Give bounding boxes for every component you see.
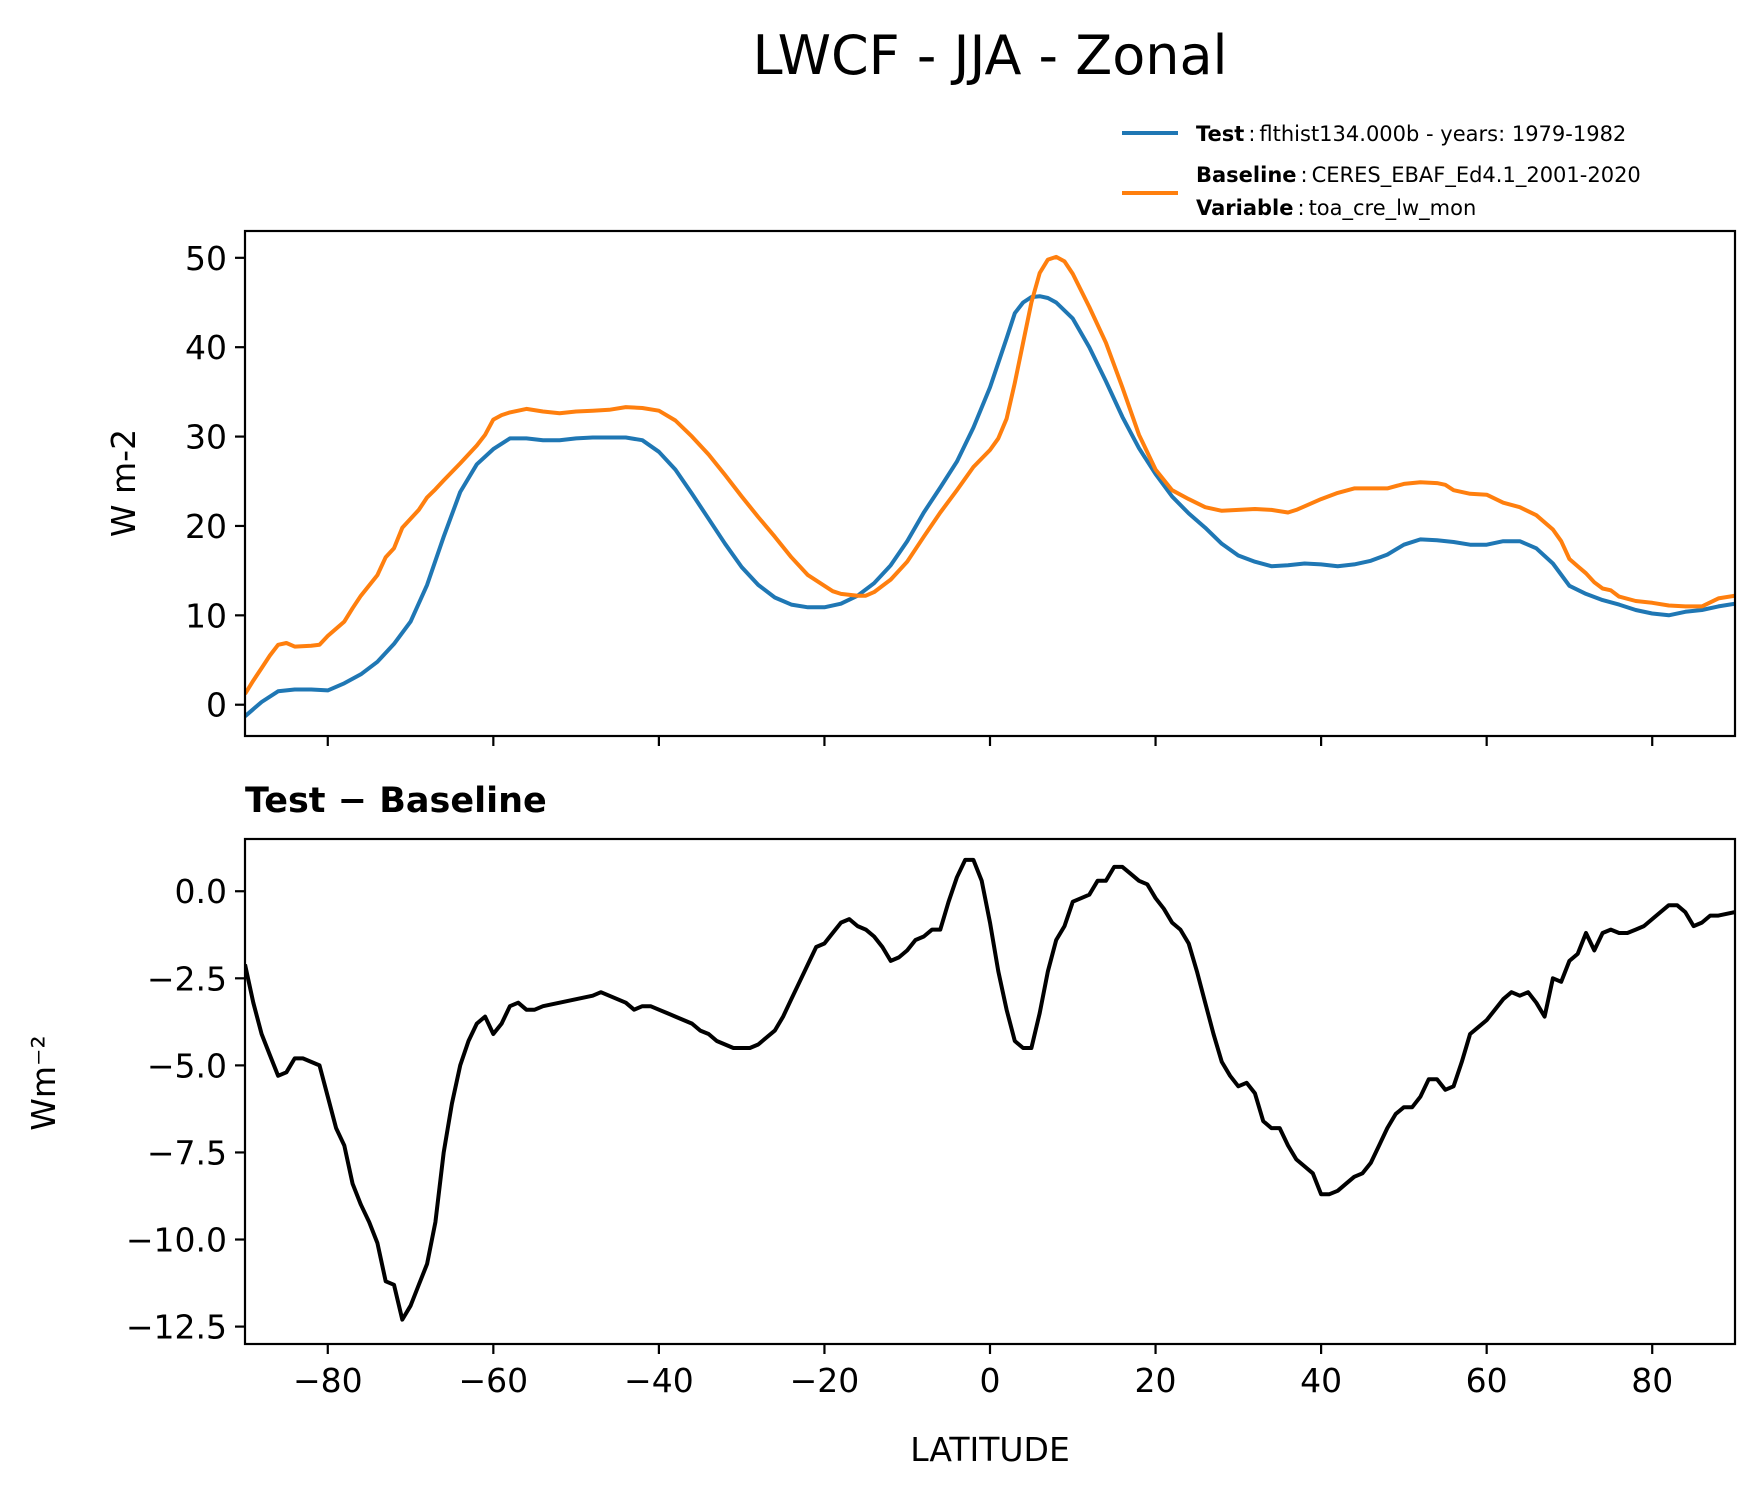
x-axis-label: LATITUDE [910, 1430, 1070, 1469]
bottom-y-tick-label: −7.5 [147, 1133, 227, 1172]
legend: Test: flthist134.000b - years: 1979-1982 … [1122, 122, 1641, 221]
legend-test-sep: : [1248, 122, 1255, 146]
bottom-x-tick-label: 40 [1300, 1361, 1342, 1400]
bottom-y-tick-label: 0.0 [175, 872, 227, 911]
bottom-y-tick-label: −12.5 [126, 1308, 227, 1347]
legend-baseline-text: CERES_EBAF_Ed4.1_2001-2020 [1312, 163, 1641, 188]
legend-variable-key: Variable [1196, 196, 1293, 220]
bottom-y-tick-label: −5.0 [147, 1046, 227, 1085]
bottom-x-tick-label: −60 [459, 1361, 529, 1400]
bottom-x-tick-label: 0 [980, 1361, 1001, 1400]
bottom-y-tick-label: −2.5 [147, 959, 227, 998]
bottom-series-line-difference [245, 857, 1735, 1322]
bottom-y-axis-label: Wm⁻² [24, 1035, 63, 1130]
legend-baseline-sep: : [1301, 163, 1308, 187]
bottom-x-tick-label: −80 [293, 1361, 363, 1400]
legend-variable-entry: Variable: toa_cre_lw_mon [1196, 196, 1476, 221]
top-series [245, 254, 1735, 718]
legend-test-key: Test [1196, 122, 1244, 146]
legend-baseline-entry: Baseline: CERES_EBAF_Ed4.1_2001-2020 [1196, 163, 1641, 188]
bottom-y-tick-label: −10.0 [126, 1221, 227, 1260]
bottom-panel-frame [243, 837, 1737, 1346]
top-y-tick-label: 20 [185, 507, 227, 546]
top-y-tick-label: 10 [185, 596, 227, 635]
top-y-tick-label: 50 [185, 239, 227, 278]
top-series-line-baseline [245, 254, 1735, 696]
bottom-x-tick-label: 80 [1631, 1361, 1673, 1400]
top-y-tick-label: 40 [185, 328, 227, 367]
top-series-line-test [245, 294, 1735, 718]
bottom-x-tick-label: 60 [1466, 1361, 1508, 1400]
bottom-x-tick-label: 20 [1135, 1361, 1177, 1400]
top-panel: 0 10 20 30 40 50 W m-2 [104, 229, 1737, 746]
bottom-x-tick-label: −40 [624, 1361, 694, 1400]
legend-test-text: flthist134.000b - years: 1979-1982 [1259, 122, 1626, 146]
top-ticks: 0 10 20 30 40 50 [185, 239, 1654, 746]
figure-title: LWCF - JJA - Zonal [752, 24, 1227, 87]
legend-variable-sep: : [1297, 196, 1304, 220]
bottom-panel: Test − Baseline −80 −60 −40 −20 0 20 40 60 80 0.0… [24, 781, 1737, 1469]
legend-variable-text: toa_cre_lw_mon [1309, 196, 1477, 221]
bottom-x-tick-label: −20 [790, 1361, 860, 1400]
top-y-tick-label: 0 [206, 686, 227, 725]
bottom-ticks: −80 −60 −40 −20 0 20 40 60 80 0.0 −2.5 −5.0 −7.5 −10.… [126, 872, 1673, 1400]
legend-test-entry: Test: flthist134.000b - years: 1979-1982 [1196, 122, 1626, 146]
top-panel-frame [243, 229, 1737, 738]
top-y-tick-label: 30 [185, 418, 227, 457]
bottom-panel-title: Test − Baseline [245, 781, 547, 821]
bottom-series [245, 857, 1735, 1322]
top-y-axis-label: W m-2 [104, 429, 143, 537]
legend-baseline-key: Baseline [1196, 163, 1297, 187]
